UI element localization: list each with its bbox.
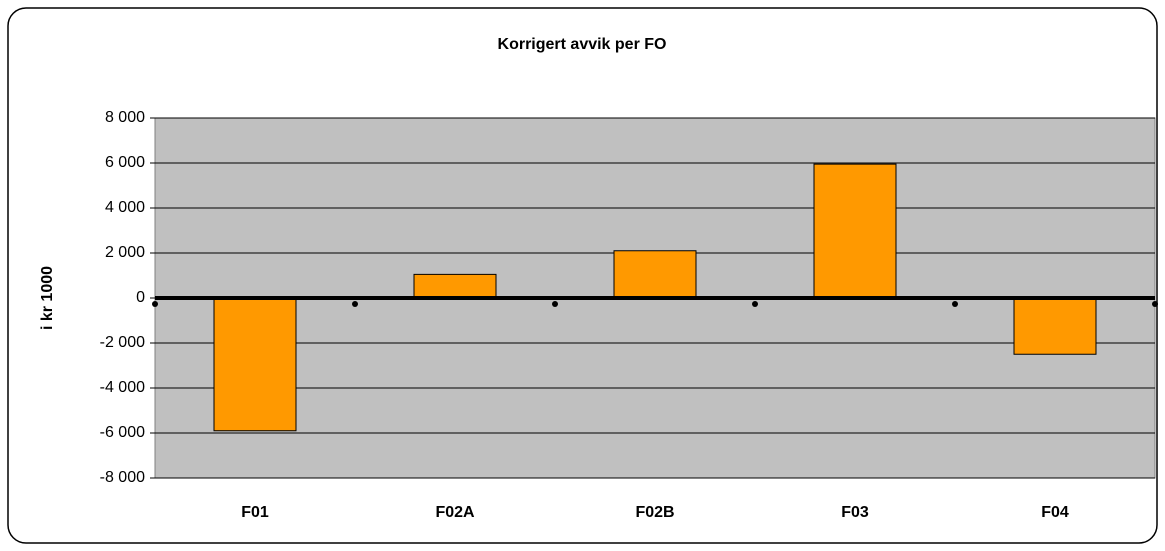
bar <box>613 250 697 299</box>
axis-tick-dot <box>752 301 758 307</box>
x-tick-label: F03 <box>841 504 869 521</box>
bar <box>413 273 497 299</box>
y-tick-label: -2 000 <box>100 334 145 351</box>
chart-title: Korrigert avvik per FO <box>498 36 667 53</box>
y-tick-label: -6 000 <box>100 424 145 441</box>
y-tick-label: 8 000 <box>105 109 145 126</box>
y-tick-label: 2 000 <box>105 244 145 261</box>
x-tick-label: F02B <box>635 504 674 521</box>
y-axis-label: i kr 1000 <box>39 266 56 330</box>
x-tick-label: F01 <box>241 504 269 521</box>
axis-tick-dot <box>952 301 958 307</box>
bar <box>813 163 897 299</box>
axis-tick-dot <box>1152 301 1158 307</box>
y-tick-label: 0 <box>136 289 145 306</box>
y-tick-label: -8 000 <box>100 469 145 486</box>
y-tick-label: -4 000 <box>100 379 145 396</box>
x-tick-label: F02A <box>435 504 475 521</box>
axis-tick-dot <box>552 301 558 307</box>
x-tick-label: F04 <box>1041 504 1069 521</box>
y-tick-label: 4 000 <box>105 199 145 216</box>
axis-tick-dot <box>352 301 358 307</box>
y-tick-label: 6 000 <box>105 154 145 171</box>
bar <box>213 297 297 432</box>
bar <box>1013 297 1097 355</box>
axis-tick-dot <box>152 301 158 307</box>
